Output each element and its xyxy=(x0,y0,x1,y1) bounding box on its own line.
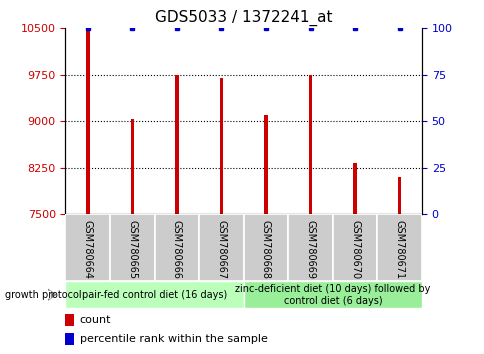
Bar xyxy=(219,78,223,214)
Text: GSM780666: GSM780666 xyxy=(171,219,182,279)
Bar xyxy=(308,75,312,214)
Bar xyxy=(243,214,287,281)
Bar xyxy=(65,314,74,326)
Text: GSM780669: GSM780669 xyxy=(305,219,315,279)
Bar xyxy=(65,214,110,281)
Bar xyxy=(175,75,178,214)
Text: GSM780671: GSM780671 xyxy=(394,219,404,279)
Bar xyxy=(154,214,199,281)
Bar xyxy=(264,115,267,214)
Bar xyxy=(199,214,243,281)
Bar xyxy=(397,177,401,214)
Text: GSM780665: GSM780665 xyxy=(127,219,137,279)
Text: GSM780670: GSM780670 xyxy=(349,219,359,279)
Bar xyxy=(243,281,421,308)
Bar xyxy=(86,29,90,214)
Text: count: count xyxy=(79,315,111,325)
Text: pair-fed control diet (16 days): pair-fed control diet (16 days) xyxy=(82,290,227,300)
Text: growth protocol: growth protocol xyxy=(5,290,81,300)
Text: percentile rank within the sample: percentile rank within the sample xyxy=(79,334,267,344)
Bar xyxy=(377,214,421,281)
Bar xyxy=(287,214,332,281)
Text: GSM780667: GSM780667 xyxy=(216,219,226,279)
Title: GDS5033 / 1372241_at: GDS5033 / 1372241_at xyxy=(155,9,332,25)
Text: GSM780668: GSM780668 xyxy=(260,219,271,279)
Text: zinc-deficient diet (10 days) followed by
control diet (6 days): zinc-deficient diet (10 days) followed b… xyxy=(235,284,430,306)
Bar xyxy=(65,333,74,345)
Bar xyxy=(130,119,134,214)
Bar xyxy=(353,163,356,214)
Bar xyxy=(110,214,154,281)
Bar xyxy=(332,214,377,281)
Text: GSM780664: GSM780664 xyxy=(83,219,92,279)
Bar xyxy=(65,281,243,308)
